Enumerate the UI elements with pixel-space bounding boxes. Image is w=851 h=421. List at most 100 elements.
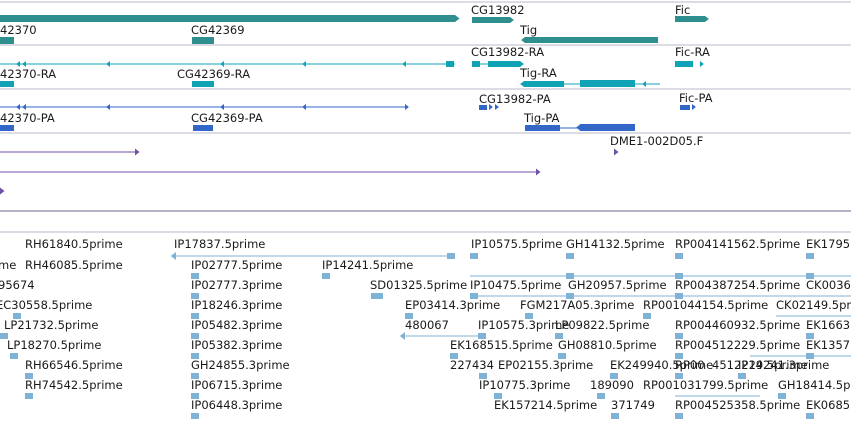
est-block-35[interactable] <box>479 373 487 379</box>
est-block-33[interactable] <box>25 373 33 379</box>
est-block-28[interactable] <box>191 353 199 359</box>
est-label-7-4: RP001031799.5prime <box>643 378 768 392</box>
est-block-13[interactable] <box>470 293 478 299</box>
gene-block-42370[interactable] <box>0 37 14 44</box>
gene-arrow-cg13982 <box>510 17 514 23</box>
est-block-7[interactable] <box>322 273 330 279</box>
gene-label-42370: 42370 <box>0 23 37 37</box>
est-label-4-5: RP004460932.5prime <box>675 318 800 332</box>
rna-block-42370-ra[interactable] <box>0 81 14 87</box>
rna-exon-fic[interactable] <box>675 61 693 67</box>
est-label-3-5: CK02149.5pr <box>776 298 851 312</box>
est-block-22[interactable] <box>191 333 199 339</box>
gene-label-cg42369: CG42369 <box>191 23 245 37</box>
rna-exon-cg13982-2[interactable] <box>488 61 520 67</box>
est-block-4[interactable] <box>675 253 683 259</box>
est-label-0-5: EK1795 <box>806 237 850 251</box>
est-block-37[interactable] <box>675 373 683 379</box>
est-label-5-5: RP004512229.5prime <box>675 338 800 352</box>
est-block-24[interactable] <box>555 333 563 339</box>
est-block-21[interactable] <box>0 333 8 339</box>
protein-label-tig-pa: Tig-PA <box>523 111 560 125</box>
est-block-27[interactable] <box>10 353 18 359</box>
rna-exon-tig-1[interactable] <box>524 81 564 87</box>
protein-strand-arrow-4 <box>302 104 306 110</box>
est-block-16[interactable] <box>13 313 21 319</box>
gene-span-42370-cg42369[interactable] <box>0 15 455 22</box>
protein-exon-fic[interactable] <box>680 105 690 110</box>
est-label-5-4: GH08810.5prime <box>558 338 657 352</box>
protein-arrow-cg13982-1 <box>489 104 493 110</box>
est-block-42[interactable] <box>597 393 605 399</box>
est-block-6[interactable] <box>191 273 199 279</box>
est-block-36[interactable] <box>610 373 618 379</box>
est-block-38[interactable] <box>738 373 746 379</box>
est-block-40[interactable] <box>191 393 199 399</box>
est-block-23[interactable] <box>478 333 486 339</box>
est-block-46[interactable] <box>675 413 683 419</box>
est-block-30[interactable] <box>558 353 566 359</box>
est-label-0-4: RP004141562.5prime <box>675 237 800 251</box>
est-block-19[interactable] <box>525 313 533 319</box>
est-block-12[interactable] <box>191 293 199 299</box>
gene-block-cg42369[interactable] <box>192 37 214 44</box>
rna-exon-end[interactable] <box>446 61 454 67</box>
est-block-41[interactable] <box>494 393 502 399</box>
est-block-8[interactable] <box>566 273 574 279</box>
est-label-3-2: EP03414.3prime <box>405 298 500 312</box>
protein-block-cg42369-pa[interactable] <box>193 125 213 131</box>
est-label-4-1: IP05482.3prime <box>191 318 282 332</box>
rna-strand-arrow-1 <box>22 61 26 67</box>
est-label-2-5: RP004387254.5prime <box>675 278 800 292</box>
est-block-26[interactable] <box>806 333 814 339</box>
est-block-3[interactable] <box>566 253 574 259</box>
est-block-20[interactable] <box>643 313 651 319</box>
est-block-1[interactable] <box>447 253 455 259</box>
est-label-4-3: IP10575.3prime <box>478 318 569 332</box>
gene-block-fic[interactable] <box>675 16 705 22</box>
est-block-5[interactable] <box>806 253 814 259</box>
est-label-6-0: RH66546.5prime <box>25 358 123 372</box>
protein-exon-tig-1[interactable] <box>525 125 560 131</box>
protein-exon-tig-2[interactable] <box>580 124 635 131</box>
est-label-4-2: 480067 <box>405 318 449 332</box>
est-block-2[interactable] <box>470 253 478 259</box>
est-label-5-6: EK1357 <box>806 338 850 352</box>
est-label-6-4: EK249940.5prime <box>610 358 713 372</box>
est-label-2-3: IP10475.5prime <box>470 278 561 292</box>
est-block-29[interactable] <box>450 353 458 359</box>
est-block-18[interactable] <box>405 313 413 319</box>
est-label-2-0: 95674 <box>0 278 35 292</box>
est-block-34[interactable] <box>191 373 199 379</box>
clone-arrow-dme1 <box>614 148 619 156</box>
gene-block-tig[interactable] <box>525 37 658 43</box>
est-block-47[interactable] <box>806 413 814 419</box>
gene-arrow-tig <box>521 37 525 43</box>
est-block-10[interactable] <box>806 273 814 279</box>
protein-arrow-tig <box>576 124 580 131</box>
rna-exon-cg13982-1[interactable] <box>472 61 480 67</box>
est-block-31[interactable] <box>675 353 683 359</box>
est-block-25[interactable] <box>675 333 683 339</box>
rna-label-cg42369-ra: CG42369-RA <box>177 67 250 81</box>
protein-exon-cg13982-1[interactable] <box>479 105 487 110</box>
rna-exon-tig-2[interactable] <box>580 80 635 87</box>
est-block-9[interactable] <box>675 273 683 279</box>
est-block-17[interactable] <box>191 313 199 319</box>
est-block-14[interactable] <box>566 293 574 299</box>
est-block-15[interactable] <box>675 293 683 299</box>
est-block-11[interactable] <box>371 293 383 299</box>
rna-strand-arrow-2 <box>106 61 110 67</box>
est-block-44[interactable] <box>191 413 199 419</box>
est-block-45[interactable] <box>611 413 619 419</box>
est-block-39[interactable] <box>25 393 33 399</box>
est-block-43[interactable] <box>778 393 786 399</box>
gene-block-cg13982[interactable] <box>472 17 510 23</box>
rna-label-fic-ra: Fic-RA <box>675 45 710 59</box>
protein-block-42370-pa[interactable] <box>0 125 14 131</box>
rna-strand-arrow-0 <box>16 61 20 67</box>
est-label-7-5: GH18414.5p <box>778 378 850 392</box>
est-label-5-3: 5.5prime <box>501 338 553 352</box>
rna-block-cg42369-ra[interactable] <box>192 81 214 87</box>
